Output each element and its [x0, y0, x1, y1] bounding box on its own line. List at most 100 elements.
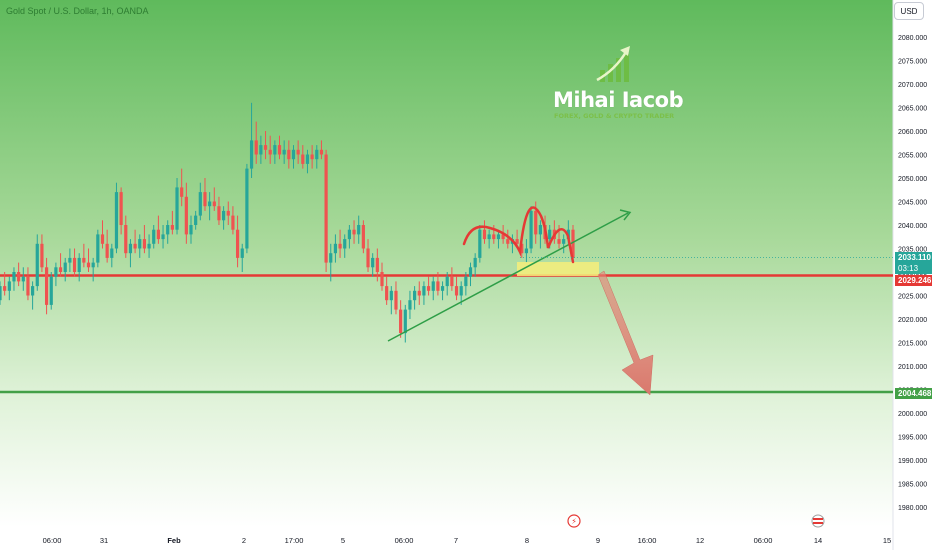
currency-button[interactable]: USD	[894, 2, 924, 20]
candle-body[interactable]	[445, 276, 449, 287]
candle-body[interactable]	[357, 225, 361, 235]
candle-body[interactable]	[515, 239, 519, 244]
candle-body[interactable]	[184, 196, 188, 235]
earnings-event-icon[interactable]	[567, 514, 581, 528]
candle-body[interactable]	[538, 225, 542, 235]
candle-body[interactable]	[296, 149, 300, 155]
candle-body[interactable]	[54, 267, 58, 277]
candle-body[interactable]	[175, 187, 179, 230]
candle-body[interactable]	[408, 300, 412, 310]
candle-body[interactable]	[529, 210, 533, 249]
candle-body[interactable]	[380, 272, 384, 287]
candle-body[interactable]	[468, 267, 473, 277]
candle-body[interactable]	[152, 229, 156, 244]
candle-body[interactable]	[82, 257, 86, 263]
candle-body[interactable]	[305, 154, 310, 164]
candle-body[interactable]	[333, 243, 338, 254]
candle-body[interactable]	[413, 290, 417, 301]
candle-body[interactable]	[245, 168, 249, 249]
candle-body[interactable]	[203, 192, 207, 207]
candle-body[interactable]	[198, 192, 202, 216]
candle-body[interactable]	[100, 234, 105, 244]
symbol-title[interactable]: Gold Spot / U.S. Dollar, 1h, OANDA	[6, 6, 149, 16]
candle-body[interactable]	[319, 149, 324, 155]
candle-body[interactable]	[180, 187, 184, 197]
candle-body[interactable]	[557, 239, 561, 244]
candle-body[interactable]	[482, 229, 487, 240]
candle-body[interactable]	[138, 239, 142, 249]
candle-body[interactable]	[399, 309, 403, 334]
candle-body[interactable]	[324, 154, 328, 263]
candle-body[interactable]	[361, 225, 365, 249]
candle-body[interactable]	[329, 253, 333, 263]
candle-body[interactable]	[147, 243, 151, 249]
candle-body[interactable]	[156, 229, 160, 240]
candle-body[interactable]	[44, 267, 49, 305]
candle-body[interactable]	[454, 286, 459, 296]
candle-body[interactable]	[91, 262, 95, 268]
candle-body[interactable]	[389, 290, 393, 301]
candle-body[interactable]	[110, 248, 114, 258]
candle-body[interactable]	[571, 229, 575, 258]
candle-body[interactable]	[426, 286, 431, 291]
candle-body[interactable]	[301, 154, 305, 164]
time-axis-panel[interactable]	[0, 527, 893, 550]
candle-body[interactable]	[394, 290, 398, 310]
candle-body[interactable]	[478, 229, 482, 258]
candle-body[interactable]	[343, 239, 347, 249]
candle-body[interactable]	[459, 286, 463, 296]
candle-body[interactable]	[417, 290, 421, 296]
candle-body[interactable]	[208, 201, 212, 207]
candle-body[interactable]	[249, 140, 254, 169]
candle-body[interactable]	[562, 239, 566, 244]
candle-body[interactable]	[128, 243, 133, 254]
candle-body[interactable]	[436, 281, 440, 291]
candle-body[interactable]	[105, 243, 109, 258]
candle-body[interactable]	[259, 145, 263, 155]
candle-body[interactable]	[548, 229, 552, 240]
candle-body[interactable]	[240, 248, 244, 258]
candle-body[interactable]	[282, 149, 286, 155]
candle-body[interactable]	[194, 215, 198, 225]
candle-body[interactable]	[189, 225, 193, 235]
candle-body[interactable]	[534, 210, 538, 235]
candle-body[interactable]	[40, 243, 44, 268]
candle-body[interactable]	[86, 262, 91, 268]
candle-body[interactable]	[520, 243, 524, 254]
candle-body[interactable]	[385, 286, 389, 301]
candle-body[interactable]	[222, 210, 226, 221]
candle-body[interactable]	[77, 257, 81, 272]
candle-body[interactable]	[287, 149, 291, 160]
candle-body[interactable]	[68, 257, 72, 263]
candle-body[interactable]	[492, 234, 496, 240]
candle-body[interactable]	[226, 210, 230, 216]
candle-body[interactable]	[63, 262, 67, 272]
candle-body[interactable]	[440, 286, 445, 291]
candle-body[interactable]	[12, 272, 16, 282]
candle-body[interactable]	[277, 145, 282, 155]
candle-body[interactable]	[464, 276, 468, 287]
candle-body[interactable]	[0, 286, 2, 301]
projection-arrow[interactable]	[597, 270, 654, 396]
candle-body[interactable]	[524, 248, 529, 254]
candle-body[interactable]	[114, 192, 119, 249]
head-shoulders-pattern[interactable]	[462, 206, 575, 264]
candle-body[interactable]	[501, 234, 505, 240]
candle-body[interactable]	[403, 309, 407, 334]
candle-body[interactable]	[450, 276, 454, 287]
candle-body[interactable]	[254, 140, 258, 155]
candle-body[interactable]	[496, 234, 501, 240]
candle-body[interactable]	[422, 286, 426, 296]
candle-body[interactable]	[119, 192, 123, 225]
candle-body[interactable]	[347, 229, 351, 240]
candle-body[interactable]	[35, 243, 39, 287]
candle-body[interactable]	[3, 286, 7, 291]
candle-body[interactable]	[231, 215, 235, 230]
breakout-zone[interactable]	[517, 262, 599, 276]
candle-body[interactable]	[371, 257, 375, 268]
candle-body[interactable]	[58, 267, 63, 272]
candle-body[interactable]	[431, 281, 435, 291]
candle-body[interactable]	[26, 276, 30, 296]
candle-body[interactable]	[170, 225, 174, 230]
